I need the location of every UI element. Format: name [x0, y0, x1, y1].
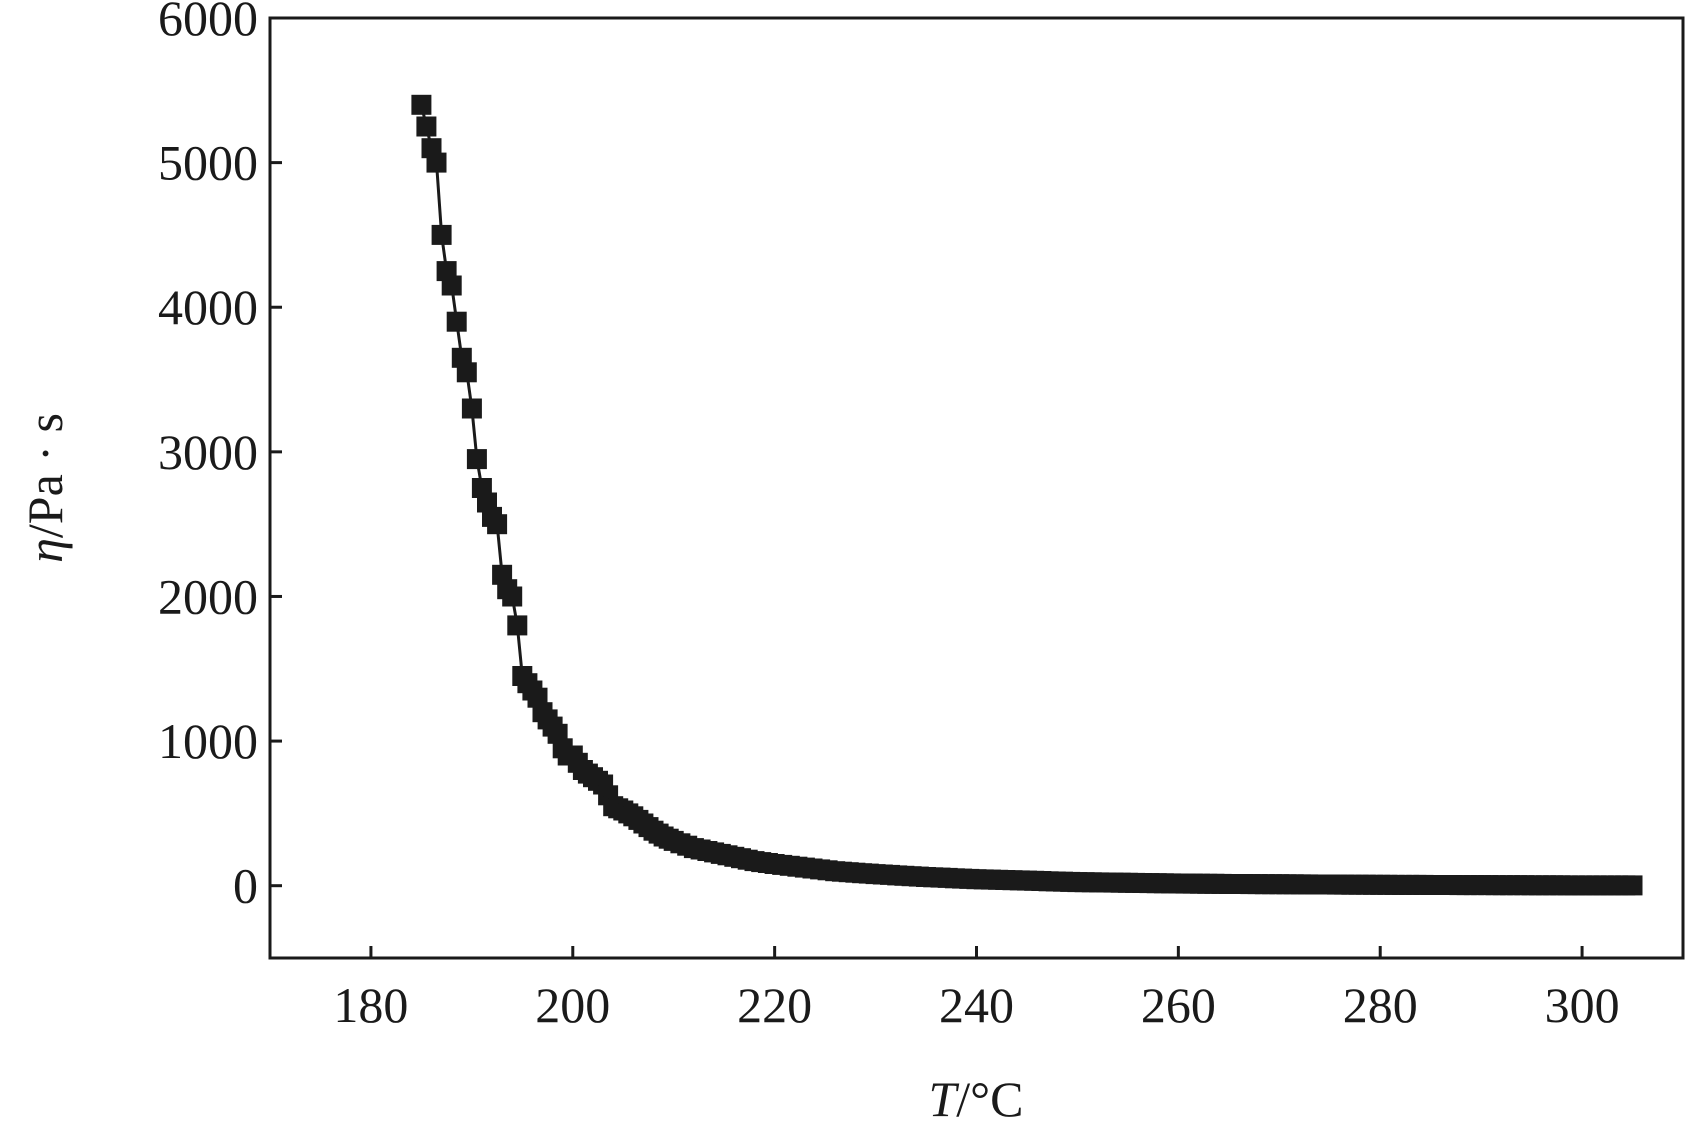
data-point [461, 398, 482, 419]
data-point [487, 514, 508, 535]
series-line [419, 104, 1633, 887]
x-tick-label: 220 [737, 977, 812, 1033]
x-tick-label: 280 [1343, 977, 1418, 1033]
y-tick-label: 3000 [158, 424, 258, 480]
data-point [416, 116, 437, 137]
x-axis-label-var: T [928, 1071, 959, 1127]
data-point [411, 94, 432, 115]
y-axis-label-var: η [17, 538, 73, 563]
data-point [502, 586, 523, 607]
x-tick-label: 300 [1545, 977, 1620, 1033]
y-axis-label: η/Pa · s [17, 413, 73, 563]
x-tick-label: 180 [333, 977, 408, 1033]
data-point [441, 275, 462, 296]
x-tick-label: 200 [535, 977, 610, 1033]
data-point [507, 615, 528, 636]
data-point [426, 152, 447, 173]
x-tick-label: 260 [1141, 977, 1216, 1033]
data-point [466, 449, 487, 470]
data-point [446, 311, 467, 332]
y-tick-label: 1000 [158, 713, 258, 769]
x-axis-label-unit: /°C [956, 1071, 1023, 1127]
y-tick-label: 5000 [158, 135, 258, 191]
x-axis-ticks: 180 200 220 240 260 280 300 [333, 946, 1620, 1033]
x-tick-label: 240 [939, 977, 1014, 1033]
x-axis-label: T/°C [928, 1071, 1023, 1127]
data-point [1622, 875, 1643, 896]
y-axis-ticks: 0 1000 2000 3000 4000 5000 6000 [158, 0, 282, 914]
data-point [456, 362, 477, 383]
series-markers [411, 94, 1643, 896]
y-tick-label: 4000 [158, 279, 258, 335]
data-point [431, 224, 452, 245]
y-axis-label-unit: /Pa · s [17, 413, 73, 538]
y-tick-label: 0 [233, 858, 258, 914]
y-tick-label: 6000 [158, 0, 258, 46]
y-tick-label: 2000 [158, 568, 258, 624]
